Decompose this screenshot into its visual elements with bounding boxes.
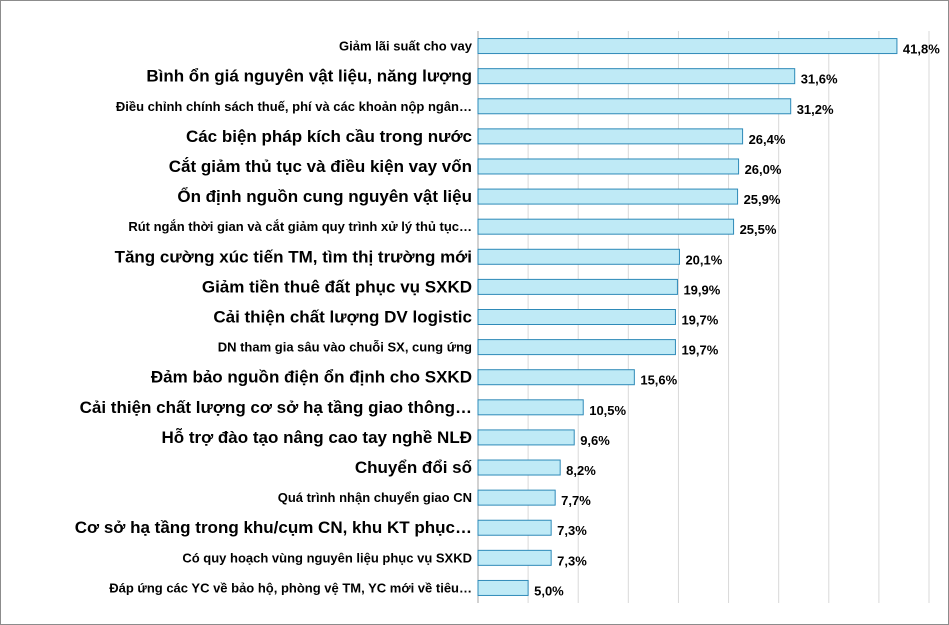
data-label: 7,3%	[557, 523, 587, 538]
category-label: Ổn định nguồn cung nguyên vật liệu	[177, 187, 472, 206]
bar	[477, 549, 552, 566]
data-label: 41,8%	[903, 42, 940, 57]
bar	[477, 519, 552, 536]
category-label: Điều chỉnh chính sách thuế, phí và các k…	[116, 99, 472, 114]
gridlines	[477, 31, 930, 603]
category-label: Đáp ứng các YC về bảo hộ, phòng vệ TM, Y…	[109, 580, 472, 595]
bar	[477, 429, 575, 446]
bar	[477, 248, 680, 265]
data-label: 9,6%	[580, 433, 610, 448]
bar	[477, 278, 678, 295]
bar	[477, 188, 739, 205]
data-label: 19,9%	[683, 282, 720, 297]
category-label: Bình ổn giá nguyên vật liệu, năng lượng	[146, 67, 472, 86]
category-label: Các biện pháp kích cầu trong nước	[186, 127, 472, 146]
category-label: Chuyển đổi số	[355, 458, 472, 477]
category-label: Có quy hoạch vùng nguyên liệu phục vụ SX…	[182, 550, 472, 565]
data-label: 19,7%	[681, 313, 718, 328]
bar	[477, 128, 744, 145]
category-label: Cắt giảm thủ tục và điều kiện vay vốn	[169, 157, 472, 176]
data-label: 15,6%	[640, 373, 677, 388]
category-label: Hỗ trợ đào tạo nâng cao tay nghề NLĐ	[161, 428, 472, 447]
data-label: 20,1%	[685, 252, 722, 267]
bar	[477, 218, 735, 235]
data-labels: 41,8% 31,6% 31,2% 26,4% 26,0% 25,9% 25,5% 20,1%…	[534, 42, 940, 599]
bar	[477, 369, 635, 386]
category-label: Cơ sở hạ tầng trong khu/cụm CN, khu KT p…	[75, 518, 472, 537]
data-label: 19,7%	[681, 343, 718, 358]
bar	[477, 459, 561, 476]
data-label: 25,9%	[744, 192, 781, 207]
data-label: 10,5%	[589, 403, 626, 418]
bar	[477, 339, 676, 356]
bar	[477, 38, 898, 55]
data-label: 25,5%	[740, 222, 777, 237]
data-label: 8,2%	[566, 463, 596, 478]
data-label: 26,4%	[749, 132, 786, 147]
bar	[477, 309, 676, 325]
category-label: Giảm tiền thuê đất phục vụ SXKD	[202, 277, 472, 296]
bar	[477, 158, 740, 175]
category-label: Rút ngắn thời gian và cắt giảm quy trình…	[128, 219, 472, 234]
bar	[477, 68, 796, 85]
category-label: Đảm bảo nguồn điện ổn định cho SXKD	[151, 368, 472, 387]
category-label: Giảm lãi suất cho vay	[339, 39, 473, 54]
data-label: 5,0%	[534, 583, 564, 598]
category-label: DN tham gia sâu vào chuỗi SX, cung ứng	[218, 340, 472, 355]
data-label: 31,6%	[801, 72, 838, 87]
category-label: Tăng cường xúc tiến TM, tìm thị trường m…	[115, 247, 472, 266]
category-labels: Giảm lãi suất cho vay Bình ổn giá nguyên …	[75, 39, 473, 596]
bar	[477, 579, 529, 596]
bars	[477, 38, 898, 596]
category-label: Cải thiện chất lượng cơ sở hạ tầng giao …	[80, 398, 472, 417]
data-label: 7,3%	[557, 553, 587, 568]
data-label: 31,2%	[797, 102, 834, 117]
category-label: Quá trình nhận chuyển giao CN	[278, 490, 472, 505]
bar	[477, 399, 584, 416]
data-label: 26,0%	[745, 162, 782, 177]
bar	[477, 489, 556, 506]
bar	[477, 98, 792, 115]
data-label: 7,7%	[561, 493, 591, 508]
category-label: Cải thiện chất lượng DV logistic	[213, 308, 472, 327]
